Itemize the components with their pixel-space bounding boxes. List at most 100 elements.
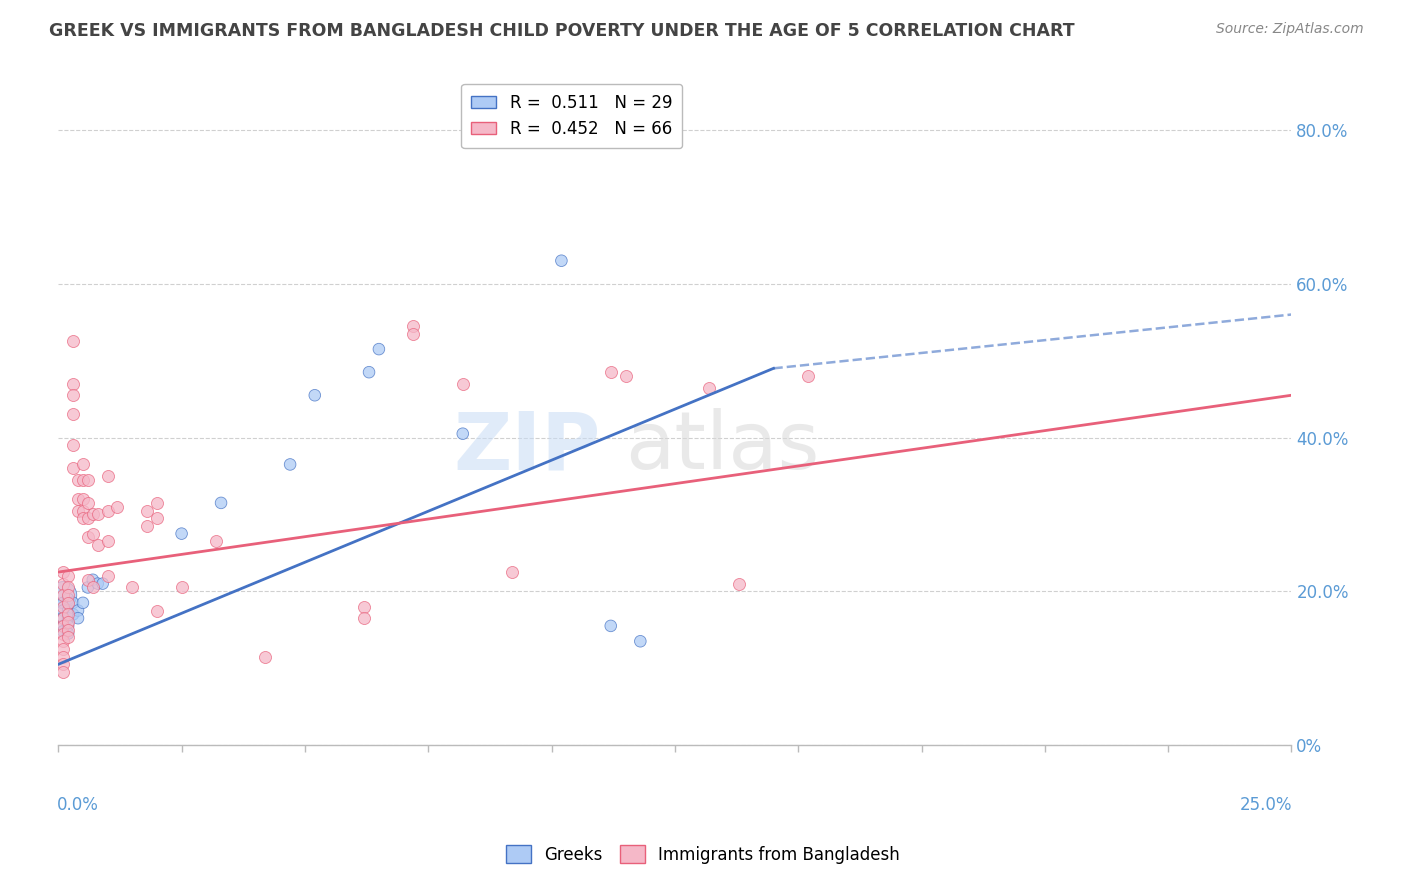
Text: 0.0%: 0.0% [58,796,98,814]
Point [56,569,79,583]
Point [107,500,129,514]
Point [62,334,84,349]
Point [62,596,84,610]
Point [52,642,75,657]
Point [52,611,75,625]
Point [97,503,120,517]
Point [451,426,474,441]
Point [728,576,751,591]
Point [87,576,110,591]
Point [278,458,301,472]
Point [52,588,75,602]
Point [699,380,721,394]
Point [52,588,75,602]
Point [82,573,104,587]
Point [72,491,94,506]
Point [76,573,98,587]
Point [52,665,75,679]
Point [76,531,98,545]
Point [97,469,120,483]
Point [76,473,98,487]
Point [146,496,169,510]
Point [76,511,98,525]
Point [66,611,89,625]
Point [146,603,169,617]
Point [52,619,75,633]
Point [56,611,79,625]
Point [52,624,75,639]
Point [66,503,89,517]
Point [52,649,75,664]
Point [62,461,84,475]
Point [52,576,75,591]
Point [614,369,637,384]
Point [56,623,79,637]
Point [599,365,621,379]
Point [87,538,110,552]
Point [56,588,79,602]
Point [72,596,94,610]
Point [76,581,98,595]
Text: GREEK VS IMMIGRANTS FROM BANGLADESH CHILD POVERTY UNDER THE AGE OF 5 CORRELATION: GREEK VS IMMIGRANTS FROM BANGLADESH CHIL… [49,22,1074,40]
Point [76,496,98,510]
Point [797,369,820,384]
Point [121,581,143,595]
Point [402,326,425,341]
Legend: Greeks, Immigrants from Bangladesh: Greeks, Immigrants from Bangladesh [499,838,907,871]
Point [501,565,523,579]
Point [353,599,375,614]
Point [62,388,84,402]
Point [52,657,75,672]
Point [66,473,89,487]
Point [205,534,228,549]
Point [52,565,75,579]
Text: atlas: atlas [626,409,820,486]
Point [52,603,75,617]
Point [82,581,104,595]
Point [52,599,75,614]
Point [56,596,79,610]
Text: 25.0%: 25.0% [1240,796,1292,814]
Point [72,458,94,472]
Point [66,603,89,617]
Point [72,511,94,525]
Point [304,388,326,402]
Point [550,253,572,268]
Point [97,569,120,583]
Point [62,607,84,622]
Text: ZIP: ZIP [454,409,600,486]
Point [353,611,375,625]
Point [170,526,193,541]
Point [56,619,79,633]
Point [52,596,75,610]
Point [357,365,380,379]
Point [97,534,120,549]
Point [56,626,79,640]
Point [82,508,104,522]
Point [599,619,621,633]
Point [52,634,75,648]
Point [451,376,474,391]
Point [628,634,651,648]
Legend: R =  0.511   N = 29, R =  0.452   N = 66: R = 0.511 N = 29, R = 0.452 N = 66 [461,84,682,148]
Point [146,511,169,525]
Point [62,438,84,452]
Point [52,626,75,640]
Point [62,408,84,422]
Point [170,581,193,595]
Point [52,619,75,633]
Point [136,503,159,517]
Point [66,491,89,506]
Point [82,526,104,541]
Point [254,649,277,664]
Point [72,503,94,517]
Point [56,631,79,645]
Point [52,611,75,625]
Point [87,508,110,522]
Point [56,592,79,607]
Point [402,319,425,334]
Point [62,376,84,391]
Point [56,607,79,622]
Point [56,615,79,629]
Point [72,473,94,487]
